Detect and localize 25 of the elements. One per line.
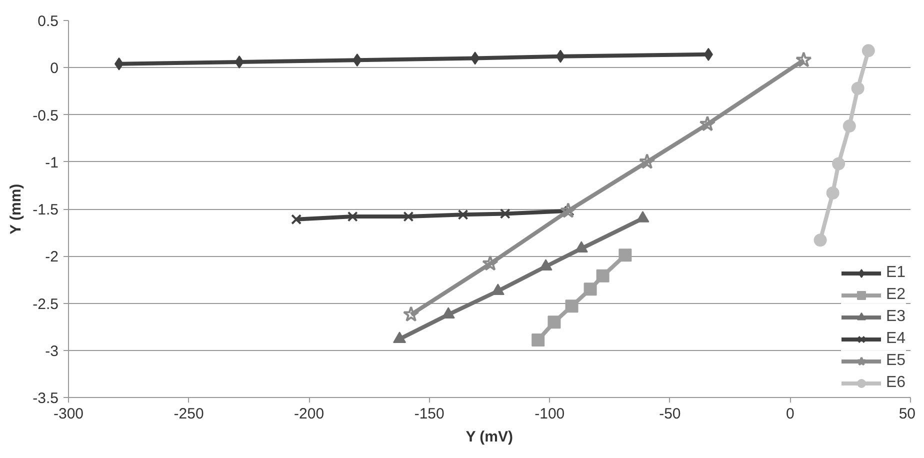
y-tick-label: 0.5 <box>38 13 59 30</box>
x-tick-label: -100 <box>534 406 565 422</box>
y-tick-label: -0.5 <box>32 107 59 124</box>
x-tick-label: -250 <box>174 406 204 422</box>
legend-label: E6 <box>886 374 906 392</box>
y-tick-label: -2 <box>45 248 59 266</box>
legend-label: E2 <box>886 286 906 304</box>
legend-label: E3 <box>886 308 906 326</box>
x-tick-label: -200 <box>294 406 324 422</box>
y-tick-label: -2.5 <box>32 296 59 313</box>
x-tick-label: 0 <box>786 406 794 422</box>
legend-label: E5 <box>886 352 906 370</box>
y-tick-label: -1 <box>45 154 59 172</box>
y-tick-label: 0 <box>50 60 58 78</box>
y-tick-label: -3.5 <box>32 390 59 407</box>
y-tick-label: -3 <box>45 342 59 360</box>
y-axis-title: Y (mm) <box>8 184 24 234</box>
legend-label: E4 <box>886 330 906 348</box>
x-axis-title: Y (mV) <box>466 428 513 446</box>
x-tick-label: -300 <box>53 406 84 422</box>
y-tick-label: -1.5 <box>32 202 59 218</box>
x-tick-label: 50 <box>898 406 916 422</box>
legend-label: E1 <box>886 264 906 282</box>
x-tick-label: -50 <box>659 406 681 422</box>
x-tick-label: -150 <box>414 406 444 422</box>
